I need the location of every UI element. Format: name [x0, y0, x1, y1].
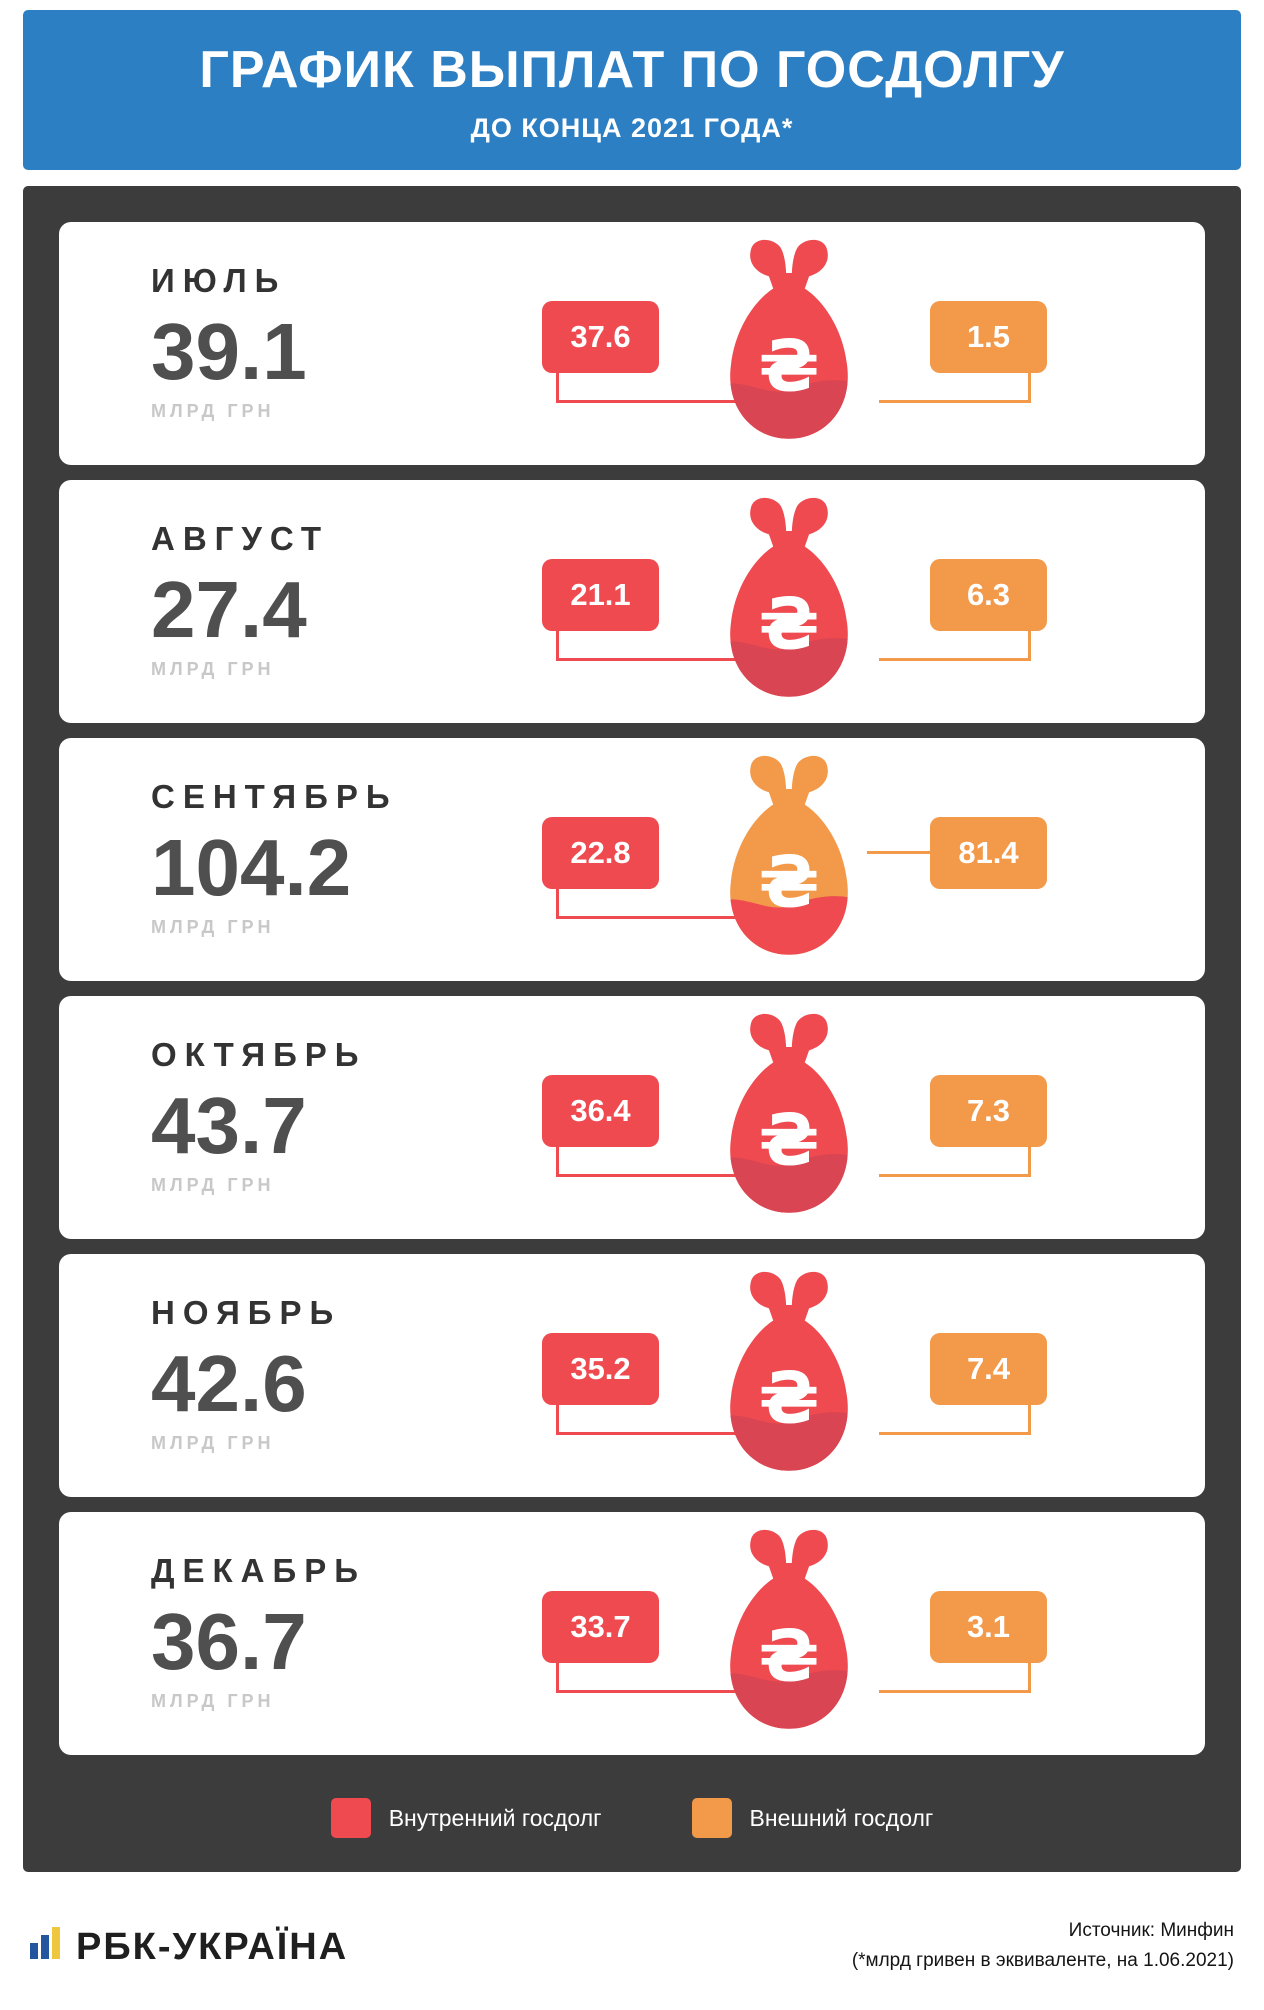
month-card-september: СЕНТЯБРЬ 104.2 МЛРД ГРН 22.8 ₴ 81.4 [59, 738, 1205, 982]
source-line: Источник: Минфин [1068, 1920, 1234, 1942]
external-connector-line [879, 1147, 1031, 1178]
month-card-october: ОКТЯБРЬ 43.7 МЛРД ГРН 36.4 ₴ 7.3 [59, 996, 1205, 1240]
brand-logo: РБК-УКРАЇНА [28, 1925, 348, 1966]
external-debt-value: 3.1 [930, 1591, 1047, 1664]
month-name: ДЕКАБРЬ [151, 1552, 366, 1590]
month-total: 36.7 [151, 1597, 307, 1687]
month-total: 43.7 [151, 1081, 307, 1171]
internal-debt-value: 33.7 [542, 1591, 659, 1664]
source-note: Источник: Минфин (*млрд гривен в эквивал… [852, 1916, 1234, 1975]
month-unit-label: МЛРД ГРН [151, 917, 275, 938]
footer: РБК-УКРАЇНА Источник: Минфин (*млрд грив… [0, 1872, 1264, 1975]
month-unit-label: МЛРД ГРН [151, 1691, 275, 1712]
money-bag-icon: ₴ [704, 1008, 874, 1222]
money-bag-icon: ₴ [704, 1524, 874, 1738]
external-connector-line [879, 631, 1031, 662]
month-unit-label: МЛРД ГРН [151, 1175, 275, 1196]
internal-debt-value: 35.2 [542, 1333, 659, 1406]
month-name: ИЮЛЬ [151, 262, 287, 300]
internal-connector-line [556, 1663, 746, 1694]
internal-connector-line [556, 631, 746, 662]
month-total: 27.4 [151, 565, 307, 655]
month-unit-label: МЛРД ГРН [151, 659, 275, 680]
money-bag-icon: ₴ [704, 492, 874, 706]
month-name: СЕНТЯБРЬ [151, 778, 398, 816]
month-summary: ДЕКАБРЬ 36.7 МЛРД ГРН [151, 1552, 366, 1712]
hryvnia-symbol: ₴ [759, 1099, 820, 1182]
hryvnia-symbol: ₴ [759, 841, 820, 924]
external-debt-swatch [691, 1798, 732, 1839]
external-debt-value: 7.4 [930, 1333, 1047, 1406]
internal-debt-value: 36.4 [542, 1075, 659, 1148]
infographic-board: ИЮЛЬ 39.1 МЛРД ГРН 37.6 ₴ 1.5 АВГУСТ 27.… [23, 186, 1241, 1873]
page-subtitle: ДО КОНЦА 2021 ГОДА* [470, 113, 794, 144]
month-summary: ИЮЛЬ 39.1 МЛРД ГРН [151, 262, 307, 422]
money-bag-icon: ₴ [704, 1266, 874, 1480]
external-connector-line [879, 1405, 1031, 1436]
brand-name: РБК-УКРАЇНА [76, 1926, 349, 1969]
month-name: НОЯБРЬ [151, 1294, 342, 1332]
month-summary: НОЯБРЬ 42.6 МЛРД ГРН [151, 1294, 341, 1454]
external-debt-value: 7.3 [930, 1075, 1047, 1148]
money-bag-icon: ₴ [704, 750, 874, 964]
month-total: 39.1 [151, 307, 307, 397]
rbc-logo-icon [28, 1925, 64, 1966]
external-connector-line [879, 1663, 1031, 1694]
footnote-line: (*млрд гривен в эквиваленте, на 1.06.202… [851, 1949, 1234, 1971]
legend: Внутренний госдолг Внешний госдолг [59, 1770, 1205, 1854]
internal-debt-value: 37.6 [542, 301, 659, 374]
month-summary: ОКТЯБРЬ 43.7 МЛРД ГРН [151, 1036, 367, 1196]
month-card-july: ИЮЛЬ 39.1 МЛРД ГРН 37.6 ₴ 1.5 [59, 222, 1205, 466]
legend-item-internal: Внутренний госдолг [330, 1798, 602, 1839]
month-summary: АВГУСТ 27.4 МЛРД ГРН [151, 520, 329, 680]
internal-connector-line [556, 373, 746, 404]
legend-label: Внутренний госдолг [388, 1804, 602, 1831]
month-summary: СЕНТЯБРЬ 104.2 МЛРД ГРН [151, 778, 398, 938]
internal-connector-line [556, 1147, 746, 1178]
month-card-november: НОЯБРЬ 42.6 МЛРД ГРН 35.2 ₴ 7.4 [59, 1254, 1205, 1498]
month-unit-label: МЛРД ГРН [151, 401, 275, 422]
hryvnia-symbol: ₴ [759, 1357, 820, 1440]
month-card-august: АВГУСТ 27.4 МЛРД ГРН 21.1 ₴ 6.3 [59, 480, 1205, 724]
month-unit-label: МЛРД ГРН [151, 1433, 275, 1454]
internal-debt-swatch [330, 1798, 371, 1839]
hryvnia-symbol: ₴ [759, 583, 820, 666]
external-connector-line [879, 373, 1031, 404]
external-debt-value: 1.5 [930, 301, 1047, 374]
month-card-december: ДЕКАБРЬ 36.7 МЛРД ГРН 33.7 ₴ 3.1 [59, 1512, 1205, 1756]
month-name: АВГУСТ [151, 520, 330, 558]
hryvnia-symbol: ₴ [759, 1615, 820, 1698]
legend-item-external: Внешний госдолг [691, 1798, 934, 1839]
month-total: 42.6 [151, 1339, 307, 1429]
money-bag-icon: ₴ [704, 234, 874, 448]
internal-debt-value: 22.8 [542, 817, 659, 890]
hryvnia-symbol: ₴ [759, 325, 820, 408]
legend-label: Внешний госдолг [749, 1804, 934, 1831]
external-debt-value: 81.4 [930, 817, 1047, 890]
internal-debt-value: 21.1 [542, 559, 659, 632]
external-debt-value: 6.3 [930, 559, 1047, 632]
page-title: ГРАФИК ВЫПЛАТ ПО ГОСДОЛГУ [199, 41, 1065, 99]
header-banner: ГРАФИК ВЫПЛАТ ПО ГОСДОЛГУ ДО КОНЦА 2021 … [23, 10, 1241, 171]
internal-connector-line [556, 1405, 746, 1436]
internal-connector-line [556, 889, 746, 920]
month-name: ОКТЯБРЬ [151, 1036, 367, 1074]
external-connector-line [867, 851, 931, 855]
month-total: 104.2 [151, 823, 352, 913]
